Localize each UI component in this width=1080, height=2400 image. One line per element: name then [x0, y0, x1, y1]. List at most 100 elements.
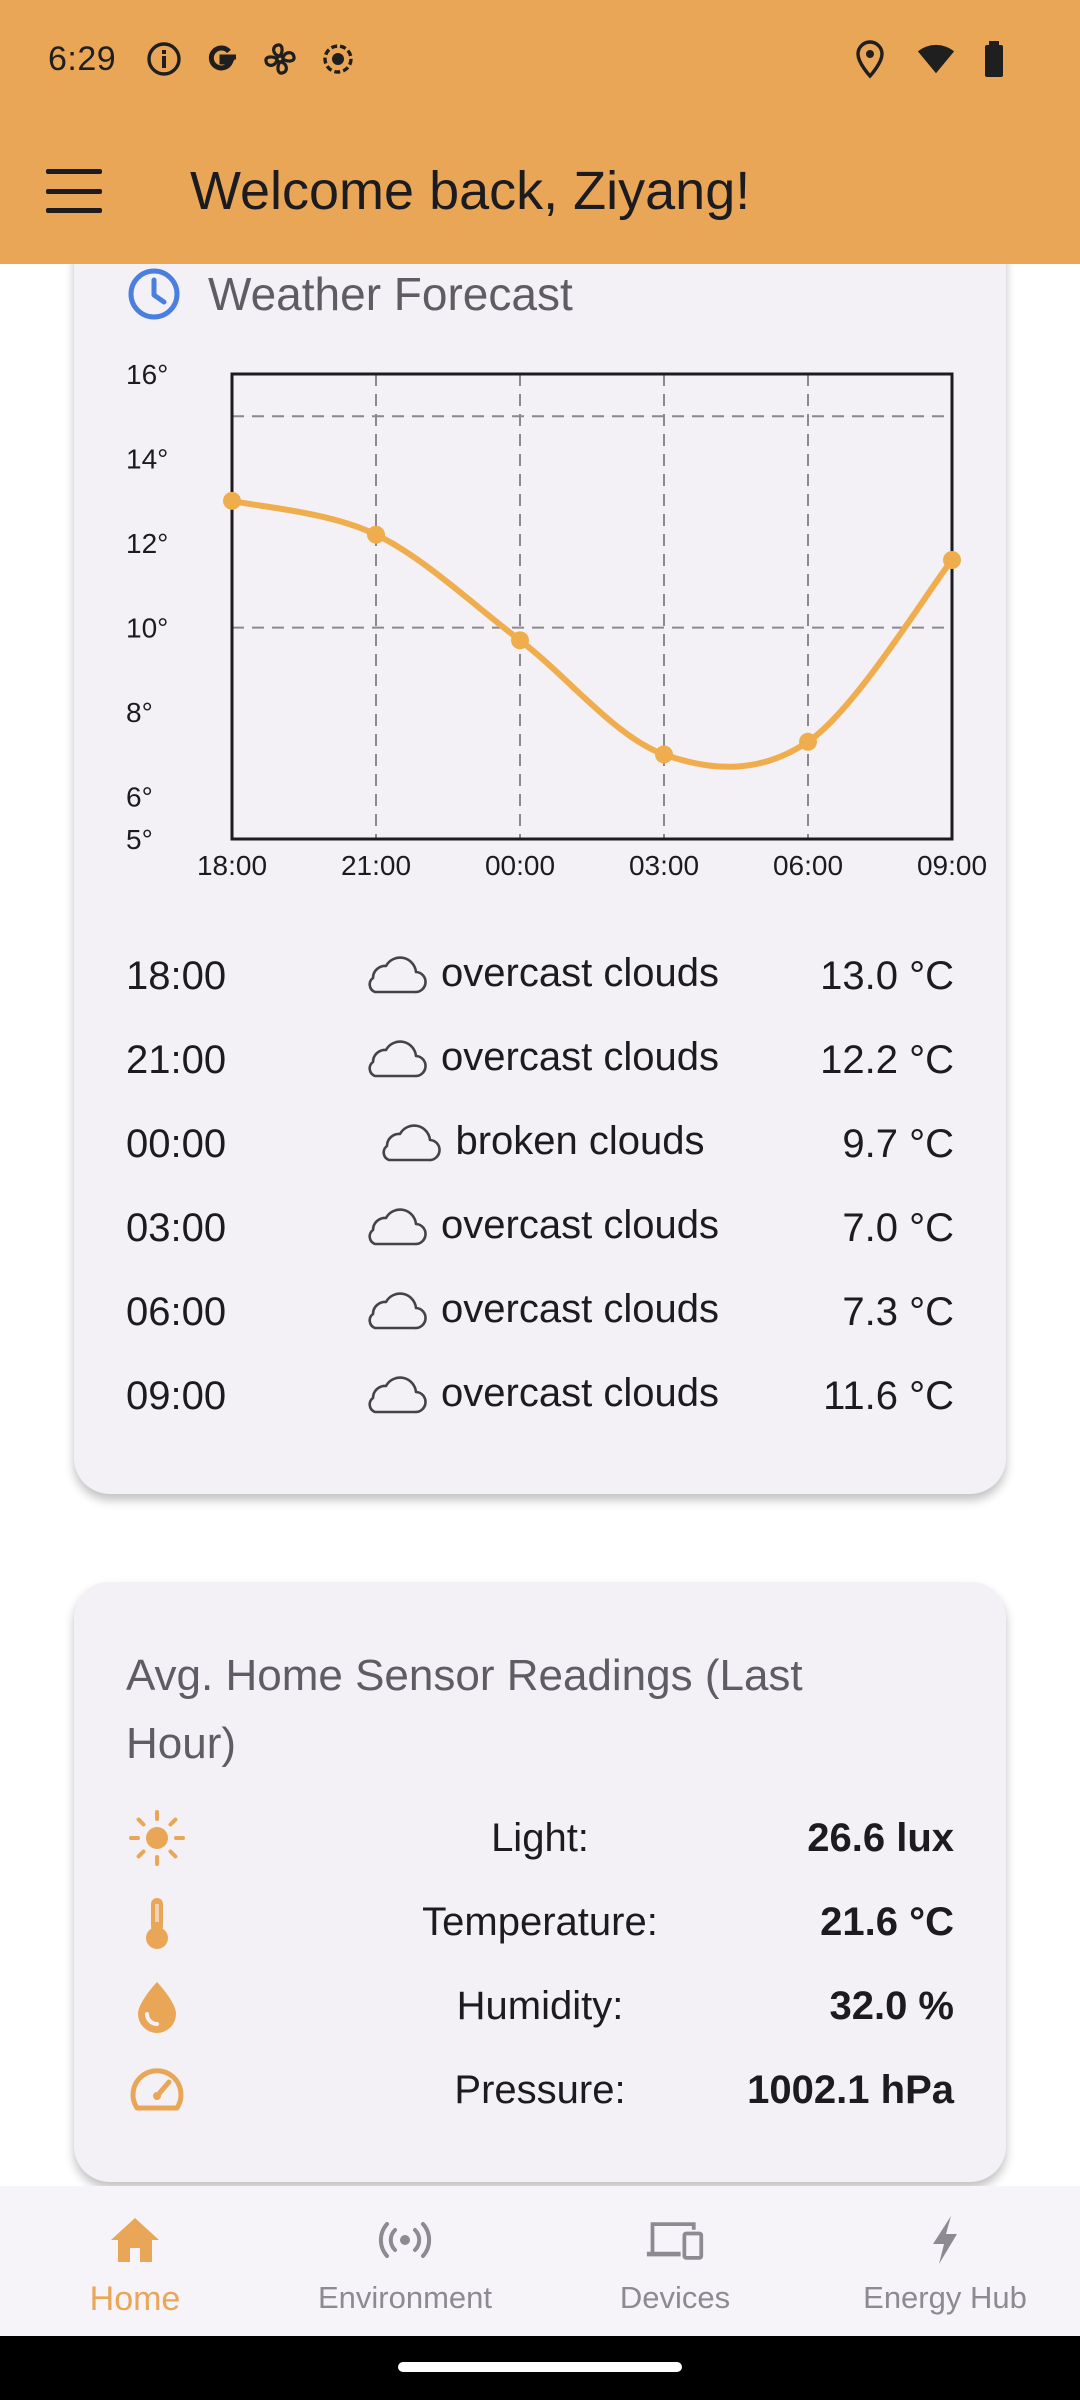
- cloud-icon: [368, 1208, 427, 1246]
- devices-icon: [645, 2210, 705, 2270]
- cloud-icon: [382, 1124, 442, 1162]
- y-tick-label: 10°: [126, 613, 168, 644]
- forecast-row: 03:00 overcast clouds 7.0 °C: [126, 1188, 954, 1272]
- x-tick-label: 00:00: [485, 850, 555, 881]
- nav-item-devices[interactable]: Devices: [540, 2186, 810, 2336]
- toolbar: Welcome back, Ziyang!: [0, 118, 1080, 264]
- sensor-row-temperature: Temperature: 21.6 °C: [126, 1878, 954, 1962]
- sensor-label: Pressure:: [454, 2068, 626, 2112]
- info-icon: [144, 39, 184, 79]
- menu-icon[interactable]: [46, 169, 102, 213]
- x-tick-label: 09:00: [917, 850, 987, 881]
- top-app-bar: 6:29 Welcome back, Ziyang!: [0, 0, 1080, 264]
- forecast-title: Weather Forecast: [208, 268, 573, 320]
- y-tick-label: 16°: [126, 359, 168, 390]
- forecast-time: 00:00: [126, 1122, 227, 1166]
- forecast-description: overcast clouds: [126, 1034, 954, 1080]
- google-icon: [202, 39, 242, 79]
- sensor-value: 1002.1 hPa: [747, 2068, 954, 2112]
- forecast-time: 03:00: [126, 1206, 227, 1250]
- x-tick-label: 03:00: [629, 850, 699, 881]
- forecast-temp: 13.0 °C: [820, 954, 954, 998]
- nav-item-environment[interactable]: Environment: [270, 2186, 540, 2336]
- sensor-value: 21.6 °C: [820, 1900, 954, 1944]
- sensor-row-humidity: Humidity: 32.0 %: [126, 1962, 954, 2046]
- forecast-temp: 11.6 °C: [823, 1374, 954, 1418]
- nav-label: Energy Hub: [863, 2280, 1027, 2315]
- nav-label: Home: [89, 2280, 181, 2318]
- forecast-desc-text: overcast clouds: [441, 1034, 719, 1079]
- forecast-time: 21:00: [126, 1038, 227, 1082]
- nav-label: Devices: [619, 2280, 731, 2315]
- status-time: 6:29: [48, 39, 117, 78]
- cloud-icon: [368, 956, 427, 994]
- cloud-icon: [368, 1040, 427, 1078]
- data-point: [223, 491, 241, 510]
- battery-icon: [974, 39, 1014, 79]
- forecast-header: Weather Forecast: [126, 266, 573, 322]
- cloud-icon: [368, 1292, 427, 1330]
- sun-icon: [126, 1810, 188, 1866]
- nav-item-home[interactable]: Home: [0, 2186, 270, 2336]
- forecast-time: 09:00: [126, 1374, 227, 1418]
- water-drop-icon: [126, 1978, 188, 2034]
- sensor-value: 26.6 lux: [807, 1816, 954, 1860]
- forecast-chart: 16° 14° 12° 10° 8° 6° 5° 18:00 21:00 00:00 03:00 06…: [74, 340, 1006, 900]
- y-tick-label: 14°: [126, 444, 168, 475]
- forecast-time: 18:00: [126, 954, 227, 998]
- forecast-desc-text: overcast clouds: [441, 1370, 719, 1415]
- sensor-icon: [375, 2210, 435, 2270]
- forecast-description: overcast clouds: [126, 950, 954, 996]
- sensor-row-light: Light: 26.6 lux: [126, 1794, 954, 1878]
- forecast-time: 06:00: [126, 1290, 227, 1334]
- wifi-icon: [916, 39, 956, 79]
- bolt-icon: [915, 2210, 975, 2270]
- gesture-navigation-bar: [0, 2336, 1080, 2400]
- weather-forecast-card: Weather Forecast 16° 14° 12° 10° 8° 6° 5° 18:00…: [74, 200, 1006, 1494]
- nav-item-energy-hub[interactable]: Energy Hub: [810, 2186, 1080, 2336]
- plot-frame: [230, 372, 954, 841]
- cloud-icon: [368, 1376, 427, 1414]
- sensor-card-title: Avg. Home Sensor Readings (Last Hour): [126, 1651, 803, 1768]
- x-tick-label: 06:00: [773, 850, 843, 881]
- bottom-navigation: Home Environment Devices Energy Hub: [0, 2186, 1080, 2336]
- forecast-row: 21:00 overcast clouds 12.2 °C: [126, 1020, 954, 1104]
- location-icon: [850, 39, 890, 79]
- sensor-label: Humidity:: [456, 1984, 624, 2028]
- forecast-temp: 9.7 °C: [842, 1122, 954, 1166]
- forecast-row: 00:00 broken clouds 9.7 °C: [126, 1104, 954, 1188]
- forecast-description: broken clouds: [126, 1118, 954, 1164]
- y-tick-label: 5°: [126, 824, 153, 855]
- record-icon: [318, 39, 358, 79]
- forecast-temp: 7.0 °C: [842, 1206, 954, 1250]
- data-point: [655, 745, 673, 764]
- x-tick-label: 18:00: [197, 850, 267, 881]
- forecast-temp: 12.2 °C: [820, 1038, 954, 1082]
- forecast-desc-text: broken clouds: [455, 1118, 705, 1163]
- forecast-description: overcast clouds: [126, 1370, 954, 1416]
- forecast-desc-text: overcast clouds: [441, 950, 719, 995]
- fan-icon: [260, 39, 300, 79]
- forecast-row: 09:00 overcast clouds 11.6 °C: [126, 1356, 954, 1440]
- forecast-desc-text: overcast clouds: [441, 1202, 719, 1247]
- x-tick-label: 21:00: [341, 850, 411, 881]
- thermometer-icon: [126, 1894, 188, 1950]
- y-tick-label: 12°: [126, 528, 168, 559]
- y-tick-label: 8°: [126, 697, 153, 728]
- sensor-label: Light:: [491, 1816, 589, 1860]
- data-point: [943, 551, 961, 569]
- page-title: Welcome back, Ziyang!: [190, 161, 751, 221]
- forecast-description: overcast clouds: [126, 1286, 954, 1332]
- nav-label: Environment: [317, 2280, 493, 2315]
- sensor-value: 32.0 %: [829, 1984, 954, 2028]
- forecast-line-chart: 16° 14° 12° 10° 8° 6° 5° 18:00 21:00 00:00 03:00 06…: [126, 359, 987, 881]
- clock-icon: [128, 268, 180, 320]
- forecast-list: 18:00 overcast clouds 13.0 °C 21:00 over…: [126, 936, 954, 1440]
- sensor-label: Temperature:: [422, 1900, 658, 1944]
- forecast-desc-text: overcast clouds: [441, 1286, 719, 1331]
- status-bar: 6:29: [0, 0, 1080, 118]
- forecast-temp: 7.3 °C: [842, 1290, 954, 1334]
- temperature-line: [229, 497, 955, 770]
- sensor-row-pressure: Pressure: 1002.1 hPa: [126, 2046, 954, 2130]
- home-gesture-handle[interactable]: [398, 2362, 682, 2372]
